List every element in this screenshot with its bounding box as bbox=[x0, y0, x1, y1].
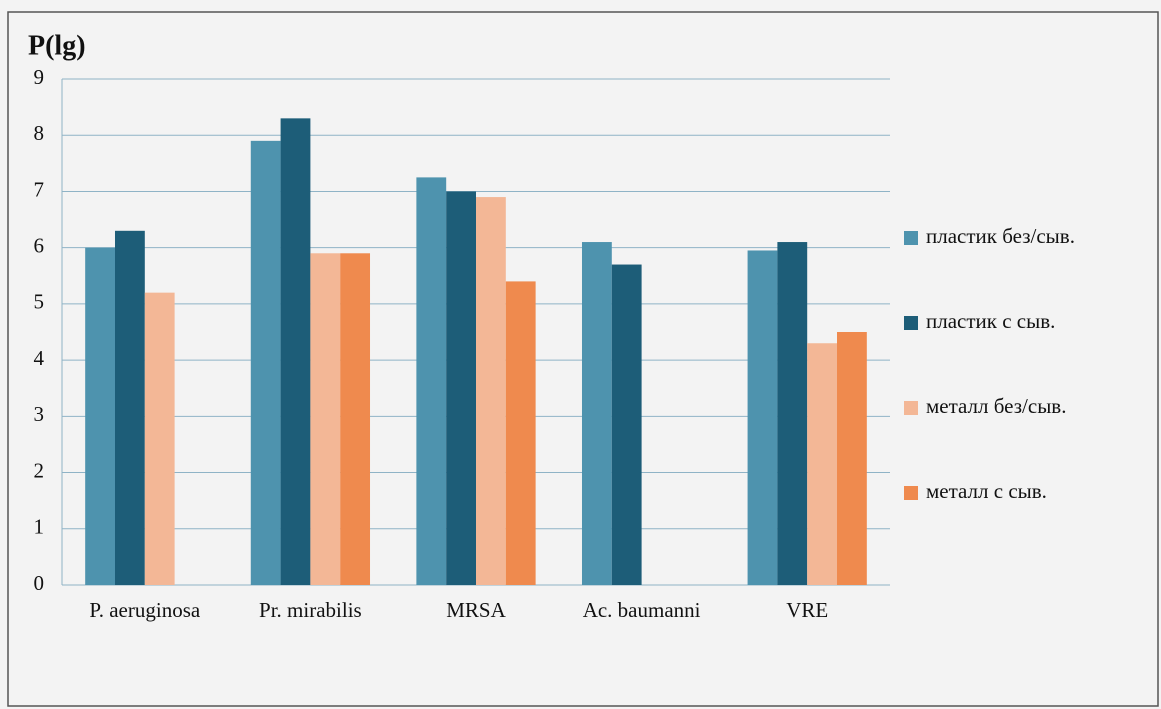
legend-label: пластик без/сыв. bbox=[926, 224, 1075, 248]
bar bbox=[280, 118, 311, 585]
y-tick-label: 1 bbox=[34, 515, 45, 539]
y-tick-label: 5 bbox=[34, 290, 45, 314]
bar bbox=[777, 242, 808, 586]
x-tick-label: VRE bbox=[786, 598, 829, 622]
bar bbox=[340, 253, 371, 586]
bar bbox=[476, 197, 506, 586]
legend-label: металл с сыв. bbox=[926, 479, 1047, 503]
x-tick-label: Ac. baumanni bbox=[582, 598, 701, 622]
y-tick-label: 8 bbox=[34, 121, 45, 145]
y-tick-label: 3 bbox=[34, 402, 45, 426]
x-tick-label: P. aeruginosa bbox=[89, 598, 201, 622]
bar bbox=[85, 247, 115, 585]
bar bbox=[144, 292, 175, 585]
bar bbox=[747, 250, 778, 585]
legend-label: металл без/сыв. bbox=[926, 394, 1066, 418]
bar bbox=[837, 332, 867, 585]
bar bbox=[505, 281, 536, 585]
bar bbox=[310, 253, 341, 586]
bar bbox=[581, 242, 612, 586]
bar bbox=[807, 343, 838, 585]
y-tick-label: 4 bbox=[34, 346, 45, 370]
legend-swatch bbox=[904, 231, 918, 245]
x-tick-label: Pr. mirabilis bbox=[259, 598, 362, 622]
y-tick-label: 7 bbox=[34, 177, 45, 201]
bar bbox=[416, 177, 447, 585]
bar bbox=[114, 230, 145, 586]
y-tick-label: 9 bbox=[34, 65, 45, 89]
bar bbox=[250, 140, 281, 585]
y-tick-label: 6 bbox=[34, 233, 45, 257]
chart-title: P(lg) bbox=[28, 30, 86, 61]
bar bbox=[611, 264, 642, 585]
legend-label: пластик с сыв. bbox=[926, 309, 1055, 333]
x-tick-label: MRSA bbox=[446, 598, 506, 622]
bar bbox=[446, 191, 476, 585]
legend-swatch bbox=[904, 486, 918, 500]
legend-swatch bbox=[904, 316, 918, 330]
y-tick-label: 0 bbox=[34, 571, 45, 595]
y-tick-label: 2 bbox=[34, 458, 45, 482]
frame bbox=[7, 11, 1159, 707]
legend-swatch bbox=[904, 401, 918, 415]
